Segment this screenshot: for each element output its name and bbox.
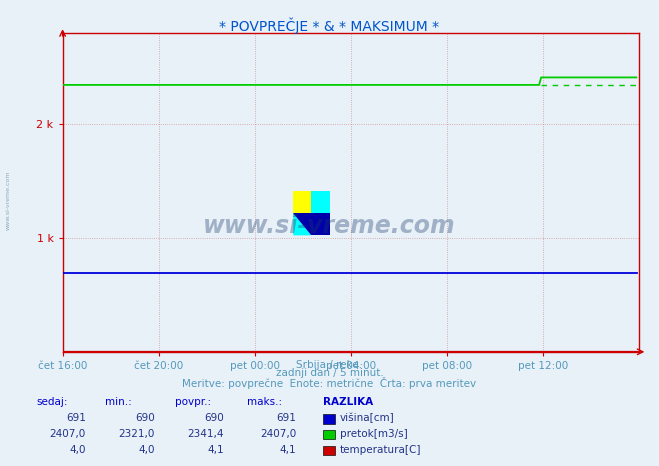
Text: temperatura[C]: temperatura[C] <box>340 445 422 454</box>
Text: 4,1: 4,1 <box>280 445 297 454</box>
Text: sedaj:: sedaj: <box>36 397 68 407</box>
Text: 690: 690 <box>135 413 155 423</box>
Text: 4,1: 4,1 <box>208 445 224 454</box>
Text: 690: 690 <box>204 413 224 423</box>
Text: pretok[m3/s]: pretok[m3/s] <box>340 429 408 439</box>
Text: RAZLIKA: RAZLIKA <box>323 397 373 407</box>
Text: * POVPREČJE * & * MAKSIMUM *: * POVPREČJE * & * MAKSIMUM * <box>219 18 440 34</box>
Text: www.si-vreme.com: www.si-vreme.com <box>6 171 11 230</box>
Text: povpr.:: povpr.: <box>175 397 211 407</box>
Text: Meritve: povprečne  Enote: metrične  Črta: prva meritev: Meritve: povprečne Enote: metrične Črta:… <box>183 377 476 389</box>
Text: min.:: min.: <box>105 397 132 407</box>
Text: www.si-vreme.com: www.si-vreme.com <box>203 214 456 238</box>
Text: 4,0: 4,0 <box>69 445 86 454</box>
Text: 2407,0: 2407,0 <box>260 429 297 439</box>
Text: 691: 691 <box>277 413 297 423</box>
Text: višina[cm]: višina[cm] <box>340 413 395 423</box>
Text: zadnji dan / 5 minut.: zadnji dan / 5 minut. <box>275 368 384 378</box>
Text: 2321,0: 2321,0 <box>119 429 155 439</box>
Text: maks.:: maks.: <box>247 397 282 407</box>
Text: 2341,4: 2341,4 <box>188 429 224 439</box>
Text: Srbija / reke.: Srbija / reke. <box>297 360 362 370</box>
Text: 2407,0: 2407,0 <box>49 429 86 439</box>
Text: 691: 691 <box>66 413 86 423</box>
Text: 4,0: 4,0 <box>138 445 155 454</box>
